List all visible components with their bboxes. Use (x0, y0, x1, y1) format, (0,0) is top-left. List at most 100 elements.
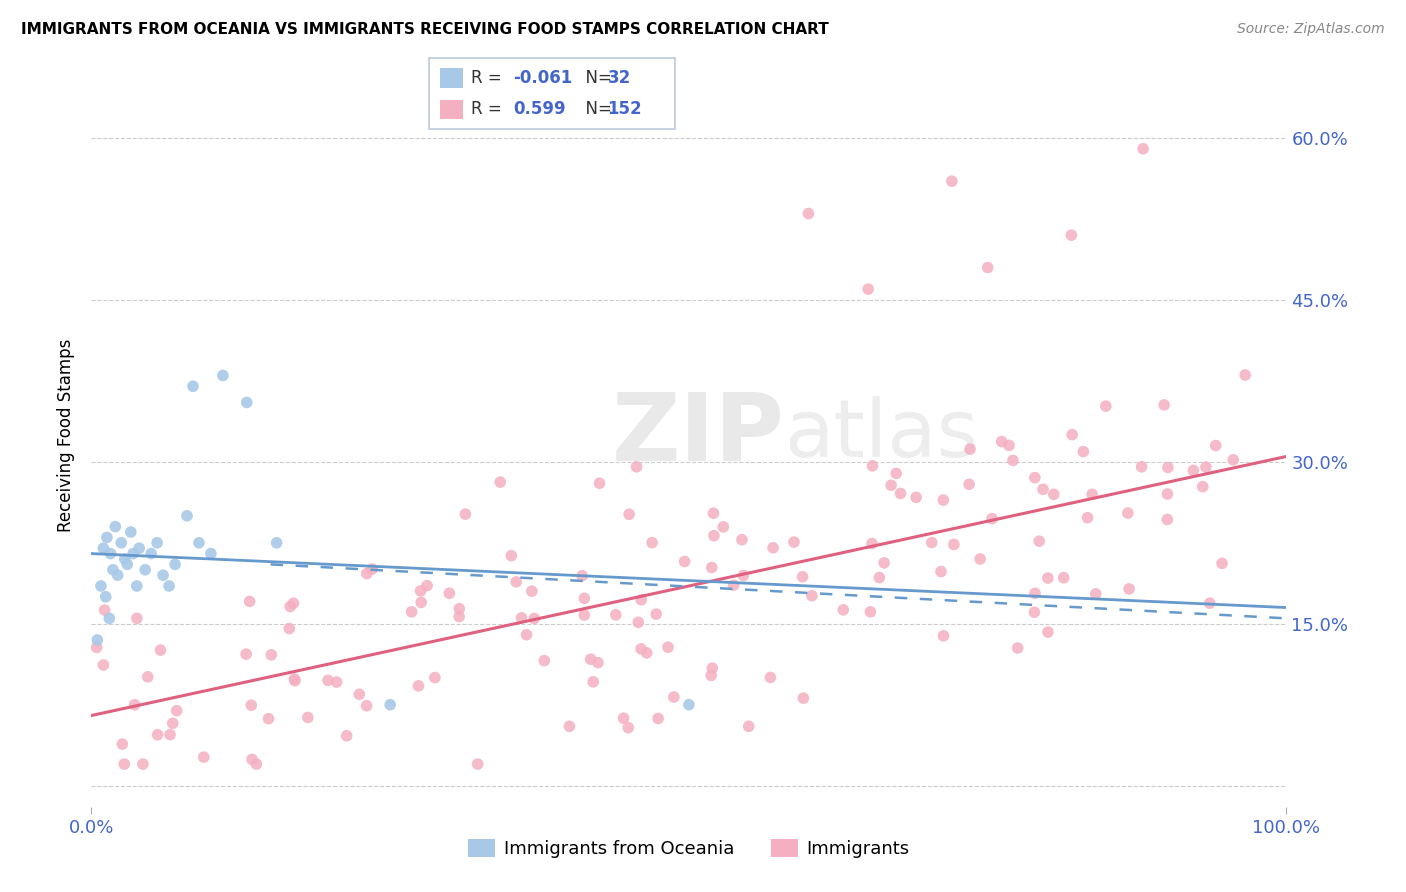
Point (1118, 582, 1140, 596)
Point (647, 712, 669, 726)
Point (571, 568, 593, 582)
Point (1095, 399, 1118, 413)
Point (1191, 480, 1213, 494)
Point (176, 508, 198, 523)
Point (859, 605, 882, 619)
Point (673, 554, 696, 568)
Point (93, 658, 115, 673)
Point (579, 652, 602, 666)
Point (617, 721, 640, 735)
Point (90, 579, 112, 593)
Point (86, 640, 108, 655)
Point (187, 536, 211, 550)
Point (932, 493, 955, 508)
Point (98, 611, 121, 625)
Point (856, 282, 880, 296)
Point (921, 535, 943, 549)
Point (423, 671, 446, 685)
Point (700, 560, 723, 574)
Point (586, 656, 609, 670)
Text: R =: R = (471, 101, 508, 119)
Point (1130, 459, 1153, 474)
Point (401, 605, 423, 619)
Point (1001, 453, 1024, 467)
Point (181, 379, 204, 393)
Point (278, 599, 301, 614)
Point (1195, 460, 1218, 475)
Point (657, 640, 679, 655)
Point (1084, 587, 1107, 601)
Point (449, 609, 471, 624)
Point (884, 467, 907, 481)
Point (489, 475, 512, 489)
Point (297, 710, 319, 724)
Point (1081, 487, 1104, 501)
Point (636, 646, 658, 660)
Point (998, 438, 1021, 452)
Point (449, 601, 471, 615)
Point (626, 459, 648, 474)
Point (1156, 512, 1178, 526)
Point (880, 478, 903, 492)
Point (941, 174, 963, 188)
Point (349, 687, 371, 701)
Point (873, 556, 896, 570)
Point (516, 628, 538, 642)
Text: 32: 32 (607, 69, 631, 87)
Point (1116, 506, 1139, 520)
Point (1053, 571, 1076, 585)
Point (193, 750, 215, 764)
Point (645, 607, 668, 621)
Point (122, 547, 145, 561)
Point (110, 536, 132, 550)
Point (166, 704, 188, 718)
Point (678, 698, 700, 712)
Point (235, 395, 259, 409)
Point (146, 728, 169, 742)
Text: N=: N= (575, 69, 612, 87)
Point (336, 729, 359, 743)
Point (1036, 571, 1059, 585)
Point (1028, 534, 1050, 549)
Point (378, 698, 402, 712)
Point (235, 647, 257, 661)
Point (467, 757, 489, 772)
Point (860, 536, 883, 550)
Point (929, 565, 952, 579)
Point (792, 570, 814, 584)
Point (737, 719, 759, 733)
Point (613, 711, 636, 725)
Point (1132, 142, 1154, 156)
Point (141, 547, 162, 561)
Point (990, 434, 1012, 449)
Legend: Immigrants from Oceania, Immigrants: Immigrants from Oceania, Immigrants (461, 831, 917, 865)
Point (588, 476, 610, 491)
Point (574, 591, 596, 606)
Point (356, 566, 378, 581)
Point (1042, 487, 1064, 501)
Point (703, 529, 725, 543)
Point (125, 611, 148, 625)
Point (325, 675, 347, 690)
Point (107, 568, 129, 582)
Point (1234, 368, 1257, 382)
Point (239, 594, 262, 608)
Point (797, 206, 820, 220)
Point (283, 596, 305, 610)
Point (114, 552, 136, 566)
Point (104, 519, 127, 533)
Point (411, 595, 433, 609)
Point (454, 507, 477, 521)
Text: atlas: atlas (785, 396, 979, 474)
Text: N=: N= (575, 101, 612, 119)
Point (976, 260, 998, 275)
Point (1024, 470, 1046, 484)
Point (1073, 444, 1095, 458)
Point (510, 611, 533, 625)
Point (128, 541, 150, 556)
Point (800, 589, 823, 603)
Point (889, 486, 911, 500)
Point (662, 690, 685, 704)
Point (1077, 510, 1099, 524)
Point (605, 607, 627, 622)
